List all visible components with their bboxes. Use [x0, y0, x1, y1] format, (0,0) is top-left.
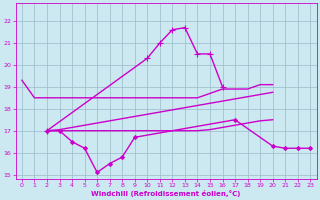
X-axis label: Windchill (Refroidissement éolien,°C): Windchill (Refroidissement éolien,°C) — [92, 190, 241, 197]
